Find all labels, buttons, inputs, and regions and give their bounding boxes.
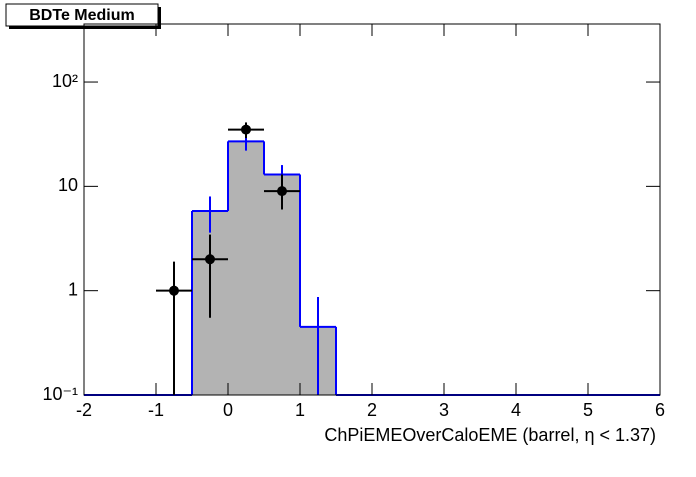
x-tick-label: 2 (367, 400, 377, 420)
x-tick-label: 4 (511, 400, 521, 420)
frame (83, 23, 661, 396)
data-point (169, 285, 179, 296)
x-tick-label: 1 (295, 400, 305, 420)
title-box (5, 3, 159, 27)
x-tick-label: -1 (148, 400, 164, 420)
y-tick-label: 10⁻¹ (42, 384, 78, 404)
x-tick-label: 6 (655, 400, 665, 420)
data-point (205, 254, 215, 265)
x-tick-label: 5 (583, 400, 593, 420)
data-point (241, 124, 251, 135)
x-tick-label: 3 (439, 400, 449, 420)
hist-bar (264, 174, 300, 395)
hist-bar (228, 141, 264, 395)
y-tick-label: 10 (58, 175, 78, 195)
x-tick-label: -2 (76, 400, 92, 420)
y-tick-label: 10² (52, 71, 78, 91)
x-tick-label: 0 (223, 400, 233, 420)
chart-title: BDTe Medium (29, 7, 134, 24)
y-tick-label: 1 (68, 279, 78, 299)
x-axis-label: ChPiEMEOverCaloEME (barrel, η < 1.37) (324, 425, 656, 445)
data-point (277, 186, 287, 197)
